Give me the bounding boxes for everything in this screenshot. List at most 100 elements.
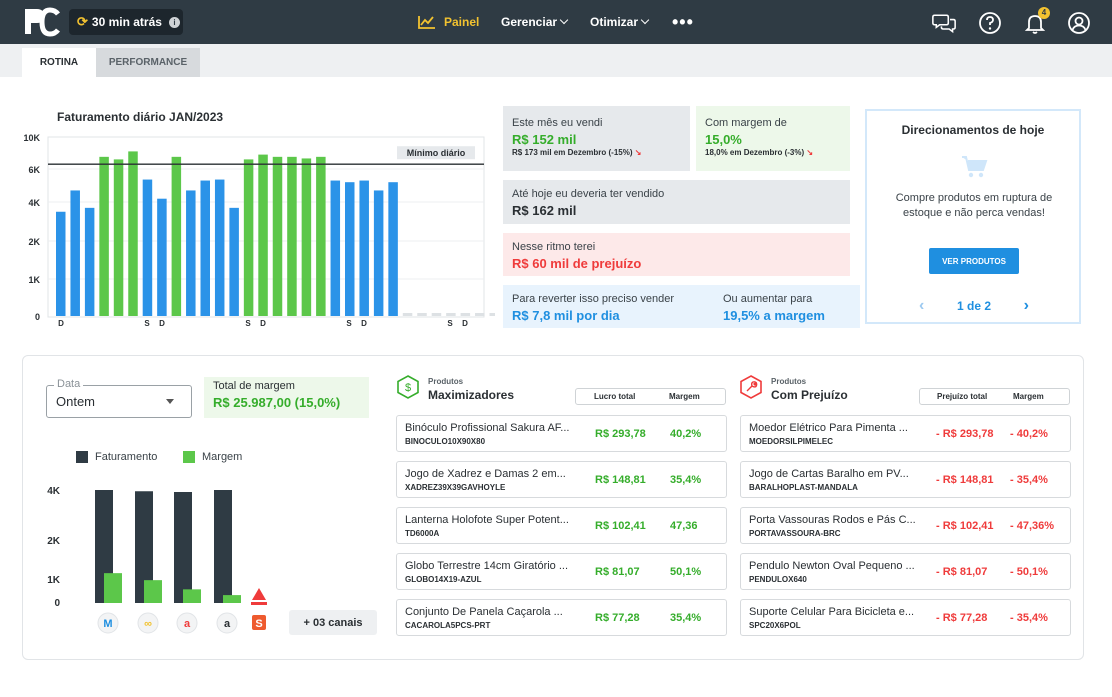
sync-status[interactable]: ⟳ 30 min atrás i — [69, 9, 183, 35]
product-total: - R$ 102,41 — [936, 520, 994, 532]
svg-text:S: S — [255, 618, 262, 630]
bar[interactable] — [330, 180, 341, 316]
col-margem[interactable]: Margem — [669, 392, 700, 401]
bar[interactable] — [258, 154, 268, 316]
product-sku: PENDULOX640 — [749, 575, 807, 584]
pc-logo[interactable] — [22, 6, 60, 38]
day-marker: D — [361, 319, 367, 328]
col-margem[interactable]: Margem — [1013, 392, 1044, 401]
user-icon[interactable] — [1067, 11, 1091, 35]
nav-more-button[interactable]: ••• — [672, 11, 694, 32]
product-row[interactable]: Moedor Elétrico Para Pimenta ... MOEDORSI… — [740, 415, 1071, 452]
cart-icon — [962, 156, 988, 178]
bar[interactable] — [272, 156, 283, 316]
bar[interactable] — [214, 179, 225, 316]
product-sku: CACAROLA5PCS-PRT — [405, 621, 491, 630]
product-row[interactable]: Pendulo Newton Oval Pequeno ... PENDULOX6… — [740, 553, 1071, 590]
product-row[interactable]: Jogo de Xadrez e Damas 2 em... XADREZ39X3… — [396, 461, 727, 498]
bar[interactable] — [301, 158, 312, 316]
bar[interactable] — [489, 313, 496, 316]
product-row[interactable]: Porta Vassouras Rodos e Pás C... PORTAVAS… — [740, 507, 1071, 544]
bar-faturamento[interactable] — [214, 490, 232, 603]
date-select[interactable] — [46, 385, 192, 418]
amazon-icon[interactable]: a — [216, 612, 238, 634]
product-margem: 40,2% — [670, 428, 702, 440]
direcionamentos-title: Direcionamentos de hoje — [901, 123, 1045, 137]
bar[interactable] — [388, 182, 398, 316]
svg-text:$: $ — [405, 382, 411, 394]
bar[interactable] — [142, 179, 153, 316]
americanas-icon[interactable]: a — [176, 612, 198, 634]
bar-margem[interactable] — [183, 589, 201, 603]
nav-painel[interactable]: Painel — [418, 0, 479, 44]
product-name: Porta Vassouras Rodos e Pás C... — [749, 514, 916, 526]
bar[interactable] — [373, 190, 384, 316]
maximizadores-column-header: Lucro total Margem — [575, 388, 726, 405]
kpi-deveria-value: R$ 162 mil — [512, 202, 577, 218]
bar-margem[interactable] — [223, 595, 241, 603]
total-margem-value: R$ 25.987,00 (15,0%) — [213, 395, 341, 410]
bar[interactable] — [345, 182, 355, 316]
chat-icon[interactable] — [932, 11, 956, 35]
product-row[interactable]: Binóculo Profissional Sakura AF... BINOCU… — [396, 415, 727, 452]
bar-faturamento[interactable] — [174, 492, 192, 603]
info-icon[interactable]: i — [168, 16, 180, 28]
bar-margem[interactable] — [104, 573, 122, 603]
dollar-hexagon-icon: $ — [397, 375, 419, 399]
chevron-left-icon[interactable]: ‹ — [919, 297, 925, 314]
ver-produtos-button[interactable]: VER PRODUTOS — [929, 248, 1019, 274]
nav-otimizar[interactable]: Otimizar — [590, 0, 650, 44]
bar[interactable] — [99, 156, 109, 316]
bar[interactable] — [417, 313, 427, 316]
bar[interactable] — [287, 156, 297, 316]
y-tick-label: 1K — [47, 575, 61, 586]
mercado-shops-icon[interactable]: ∞ — [137, 612, 159, 634]
product-row[interactable]: Lanterna Holofote Super Potent... TD6000A… — [396, 507, 727, 544]
kpi-reverter-value: R$ 7,8 mil por dia — [512, 307, 620, 323]
bar[interactable] — [70, 190, 80, 316]
product-total: - R$ 148,81 — [936, 474, 994, 486]
refresh-icon: ⟳ — [77, 14, 88, 29]
product-row[interactable]: Suporte Celular Para Bicicleta e... SPC20… — [740, 599, 1071, 636]
product-row[interactable]: Globo Terrestre 14cm Giratório ... GLOBO1… — [396, 553, 727, 590]
tab-rotina[interactable]: ROTINA — [22, 48, 96, 77]
col-prejuizo-total[interactable]: Prejuízo total — [937, 392, 988, 401]
bar[interactable] — [157, 198, 167, 316]
bar[interactable] — [431, 313, 442, 316]
bar[interactable] — [229, 207, 239, 316]
col-lucro-total[interactable]: Lucro total — [594, 392, 636, 401]
more-channels-button[interactable]: + 03 canais — [289, 610, 377, 635]
nav-gerenciar-label: Gerenciar — [501, 15, 558, 29]
bar[interactable] — [460, 313, 471, 316]
chevron-right-icon[interactable]: › — [1023, 297, 1029, 314]
nav-gerenciar[interactable]: Gerenciar — [501, 0, 569, 44]
bar[interactable] — [316, 156, 326, 316]
bar[interactable] — [402, 313, 413, 316]
bar[interactable] — [200, 180, 211, 316]
alert-icon[interactable] — [251, 588, 267, 605]
mercado-livre-icon[interactable]: M — [97, 612, 119, 634]
tab-performance[interactable]: PERFORMANCE — [96, 48, 200, 77]
bar[interactable] — [171, 156, 182, 316]
y-tick-label: 10K — [23, 133, 40, 143]
bar[interactable] — [243, 159, 254, 316]
help-icon[interactable] — [978, 11, 1002, 35]
bar[interactable] — [446, 313, 456, 316]
day-marker: S — [447, 319, 453, 328]
bar-faturamento[interactable] — [135, 491, 153, 603]
bar[interactable] — [84, 207, 95, 316]
bar[interactable] — [359, 180, 369, 316]
bar[interactable] — [56, 211, 66, 316]
bar[interactable] — [475, 313, 485, 316]
day-marker: D — [58, 319, 64, 328]
bar[interactable] — [128, 151, 138, 316]
bar-margem[interactable] — [144, 580, 162, 603]
product-row[interactable]: Conjunto De Panela Caçarola ... CACAROLA5… — [396, 599, 727, 636]
product-name: Jogo de Xadrez e Damas 2 em... — [405, 468, 566, 480]
bar[interactable] — [113, 159, 124, 316]
shopee-icon[interactable]: S — [252, 615, 266, 630]
bell-icon[interactable] — [1023, 11, 1047, 35]
product-row[interactable]: Jogo de Cartas Baralho em PV... BARALHOPL… — [740, 461, 1071, 498]
bar[interactable] — [186, 190, 196, 316]
product-sku: PORTAVASSOURA-BRC — [749, 529, 841, 538]
